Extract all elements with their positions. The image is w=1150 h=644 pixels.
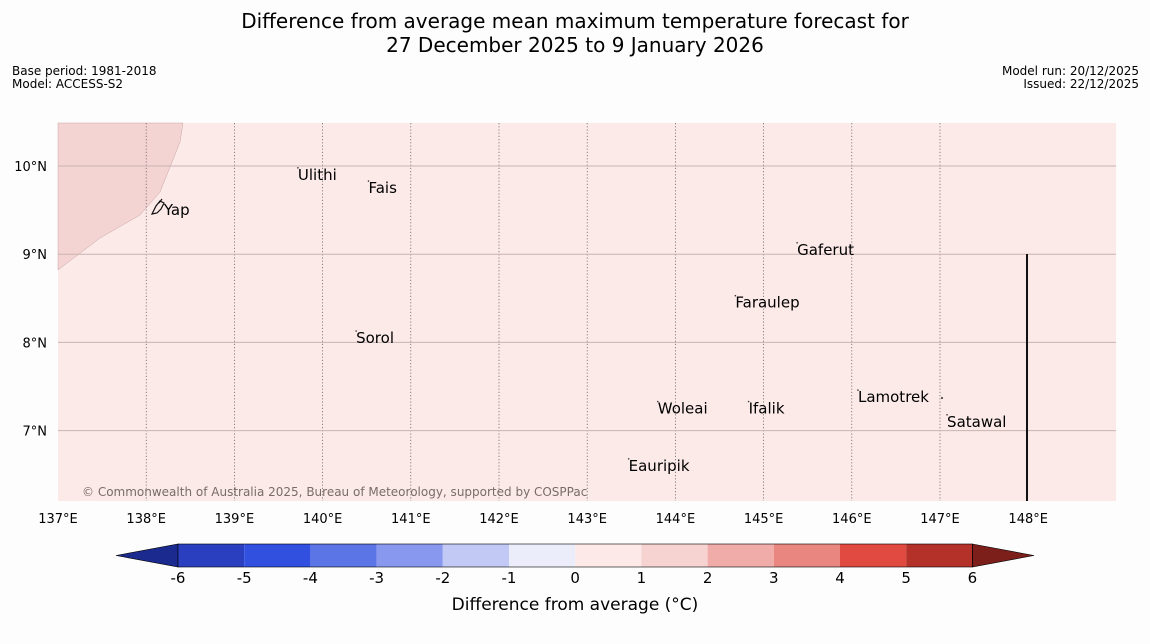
colorbar-bin	[575, 544, 642, 567]
longitude-tick-label: 141°E	[391, 512, 431, 527]
metadata-left: Base period: 1981-2018 Model: ACCESS-S2	[12, 65, 157, 91]
place-label-gaferut: Gaferut	[797, 241, 854, 259]
latitude-tick-label: 10°N	[14, 160, 47, 175]
colorbar: -6 -5 -4 -3 -2 -1 0 1 2 3 4 5 6	[115, 543, 1035, 587]
place-marker	[946, 413, 948, 416]
colorbar-tick-label: 4	[835, 569, 845, 587]
colorbar-outline	[177, 543, 973, 568]
place-label-woleai: Woleai	[658, 400, 708, 418]
colorbar-bin	[773, 544, 840, 567]
place-marker	[734, 294, 737, 297]
gridlines	[58, 123, 1116, 501]
colorbar-tick-label: -2	[435, 569, 450, 587]
colorbar-bin	[442, 544, 509, 567]
place-marker	[656, 400, 659, 403]
colorbar-bin	[376, 544, 443, 567]
place-marker	[627, 458, 630, 460]
place-marker	[857, 389, 859, 391]
colorbar-bin	[178, 544, 245, 567]
latitude-axis: 10°N 9°N 8°N 7°N	[14, 160, 47, 440]
colorbar-bin	[641, 544, 708, 567]
place-marker	[367, 180, 370, 182]
model-run-text: Model run: 20/12/2025	[1001, 64, 1139, 78]
place-marker	[297, 167, 299, 169]
latitude-tick-label: 9°N	[23, 248, 48, 263]
longitude-tick-label: 147°E	[920, 512, 960, 527]
colorbar-bin	[840, 544, 907, 567]
map-title-line-1: Difference from average mean maximum tem…	[241, 9, 909, 33]
colorbar-tick-label: -6	[171, 569, 186, 587]
longitude-tick-label: 145°E	[744, 512, 784, 527]
colorbar-tick-label: -4	[303, 569, 318, 587]
issued-text: Issued: 22/12/2025	[1023, 77, 1139, 91]
place-label-fais: Fais	[368, 179, 397, 197]
longitude-tick-label: 148°E	[1008, 512, 1048, 527]
metadata-right: Model run: 20/12/2025 Issued: 22/12/2025	[1002, 65, 1139, 91]
place-marker	[163, 202, 165, 204]
colorbar-tick-label: -1	[502, 569, 517, 587]
colorbar-bin	[509, 544, 576, 567]
longitude-axis: 137°E 138°E 139°E 140°E 141°E 142°E 143°E 144°E…	[38, 512, 1048, 527]
place-label-lamotrek: Lamotrek	[858, 388, 929, 406]
colorbar-bin	[244, 544, 311, 567]
colorbar-tick-label: -3	[369, 569, 384, 587]
colorbar-tick-label: 1	[637, 569, 647, 587]
longitude-tick-label: 139°E	[215, 512, 255, 527]
colorbar-tick-label: 6	[968, 569, 978, 587]
longitude-tick-label: 142°E	[479, 512, 519, 527]
place-label-eauripik: Eauripik	[629, 457, 690, 475]
longitude-tick-label: 138°E	[126, 512, 166, 527]
colorbar-bin	[707, 544, 774, 567]
colorbar-tick-label: 2	[703, 569, 713, 587]
colorbar-bin	[310, 544, 377, 567]
latitude-tick-label: 7°N	[23, 425, 48, 440]
colorbar-tick-label: 0	[570, 569, 580, 587]
colorbar-extend-low	[115, 543, 179, 568]
colorbar-label: Difference from average (°C)	[451, 595, 699, 615]
place-label-faraulep: Faraulep	[735, 294, 799, 312]
place-label-ifalik: Ifalik	[749, 400, 785, 418]
place-label-sorol: Sorol	[356, 329, 394, 347]
base-period-text: Base period: 1981-2018	[12, 64, 157, 78]
colorbar-bin	[906, 544, 973, 567]
colorbar-extend-high	[972, 543, 1035, 568]
place-labels: Yap Ulithi Fais Gaferut Faraulep Sorol Lamotre…	[163, 166, 1007, 475]
colorbar-tick-label: 5	[901, 569, 911, 587]
place-marker	[355, 330, 357, 332]
place-marker	[796, 241, 798, 244]
copyright-text: © Commonwealth of Australia 2025, Bureau…	[82, 485, 587, 499]
longitude-tick-label: 143°E	[567, 512, 607, 527]
longitude-tick-label: 137°E	[38, 512, 78, 527]
colorbar-tick-label: 3	[769, 569, 779, 587]
latitude-tick-label: 8°N	[23, 336, 48, 351]
colorbar-tick-label: -5	[237, 569, 252, 587]
longitude-tick-label: 144°E	[656, 512, 696, 527]
map-title-line-2: 27 December 2025 to 9 January 2026	[386, 33, 764, 57]
longitude-tick-label: 140°E	[303, 512, 343, 527]
place-label-satawal: Satawal	[947, 413, 1006, 431]
place-label-yap: Yap	[163, 201, 190, 219]
place-label-ulithi: Ulithi	[298, 166, 337, 184]
land-region	[57, 122, 184, 271]
place-marker	[747, 400, 750, 403]
islet-marker	[941, 397, 943, 399]
model-text: Model: ACCESS-S2	[12, 77, 124, 91]
map-area: Yap Ulithi Fais Gaferut Faraulep Sorol Lamotre…	[57, 122, 1116, 501]
longitude-tick-label: 146°E	[832, 512, 872, 527]
